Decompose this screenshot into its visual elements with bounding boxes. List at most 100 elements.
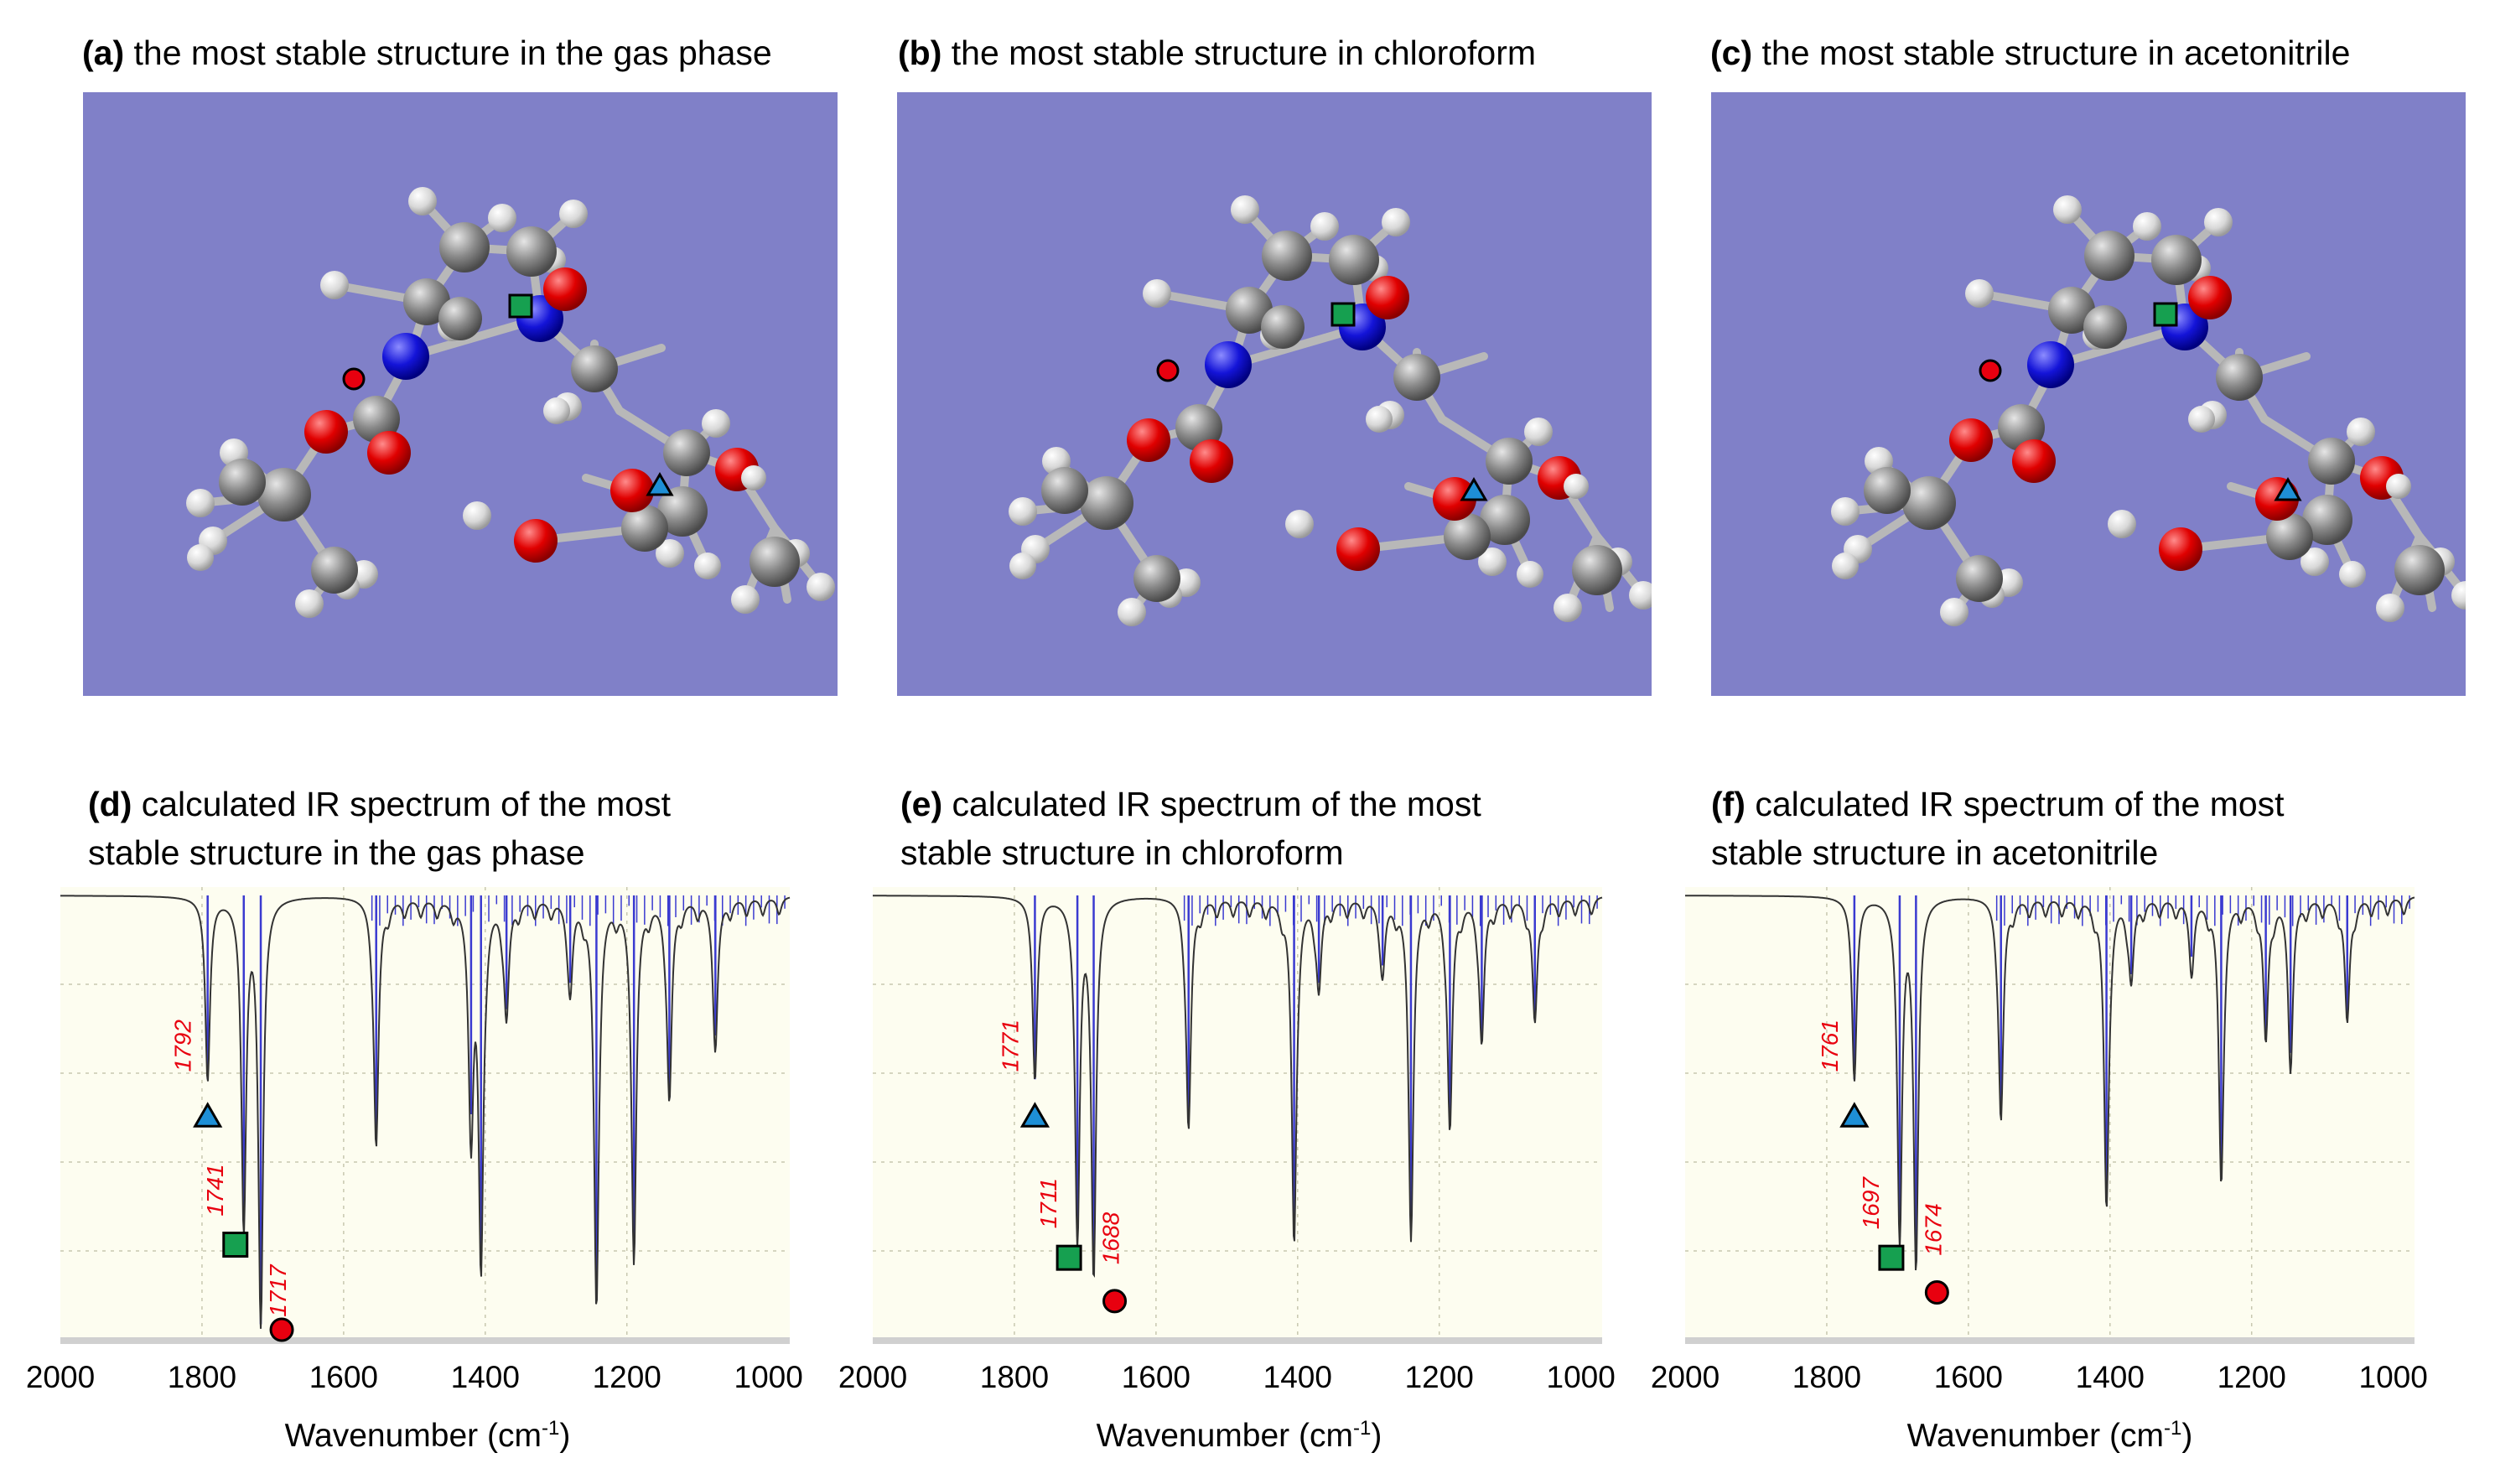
xlabel-e-sup: -1	[1352, 1417, 1372, 1440]
panel-e-caption-2: stable structure in chloroform	[900, 833, 1344, 872]
peak-label: 1771	[997, 1020, 1023, 1071]
peak-label: 1674	[1920, 1203, 1946, 1255]
circle-marker	[1924, 1279, 1949, 1305]
xlabel-d-sup: -1	[541, 1417, 560, 1440]
circle-marker	[342, 367, 366, 391]
square-marker	[2153, 302, 2178, 327]
xtick-label: 1400	[2075, 1360, 2145, 1394]
triangle-marker	[646, 472, 674, 496]
peak-label: 1688	[1098, 1212, 1124, 1264]
square-marker	[508, 293, 533, 319]
xtick-label: 2000	[838, 1360, 908, 1394]
square-marker	[222, 1232, 249, 1258]
panel-e-caption-1: calculated IR spectrum of the most	[942, 785, 1481, 823]
circle-marker	[1156, 359, 1180, 382]
panel-b-letter: (b)	[898, 34, 942, 72]
xlabel-d-end: )	[559, 1418, 571, 1454]
triangle-marker	[1839, 1102, 1870, 1128]
square-marker	[1056, 1244, 1082, 1271]
xlabel-f-end: )	[2181, 1418, 2193, 1454]
spectrum-line	[60, 895, 791, 1329]
triangle-marker	[2274, 477, 2302, 501]
circle-marker	[269, 1317, 294, 1342]
xlabel-d: Wavenumber (cm-1)	[285, 1417, 571, 1455]
triangle-marker	[193, 1102, 223, 1128]
molecule-c-background	[1711, 92, 2466, 696]
panel-b-title: (b) the most stable structure in chlorof…	[898, 29, 1536, 77]
xtick-label: 1400	[1263, 1360, 1332, 1394]
peak-label: 1697	[1858, 1176, 1884, 1230]
panel-c-caption: the most stable structure in acetonitril…	[1752, 34, 2351, 72]
square-marker	[1878, 1244, 1905, 1271]
xtick-label: 1200	[2217, 1360, 2286, 1394]
triangle-marker	[1460, 477, 1488, 501]
xlabel-d-main: Wavenumber (cm	[284, 1418, 542, 1454]
xtick-label: 1200	[1404, 1360, 1474, 1394]
plot-bottom-bar	[1685, 1337, 2415, 1344]
molecule-a-background	[83, 92, 838, 696]
peak-label: 1717	[265, 1263, 291, 1317]
panel-f-caption-1: calculated IR spectrum of the most	[1745, 785, 2285, 823]
xtick-label: 2000	[25, 1360, 96, 1394]
plot-bottom-bar	[873, 1337, 1602, 1344]
ir-plot-d: 1792 1741 1717	[60, 887, 791, 1344]
panel-f-letter: (f)	[1711, 785, 1745, 823]
molecule-panel-c	[1711, 92, 2466, 696]
panel-a-letter: (a)	[82, 34, 125, 72]
xtick-label: 1000	[734, 1360, 803, 1394]
molecule-b-background	[897, 92, 1652, 696]
panel-d-letter: (d)	[88, 785, 132, 823]
xlabel-f-sup: -1	[2163, 1417, 2182, 1440]
panel-f-title: (f) calculated IR spectrum of the most s…	[1711, 780, 2285, 877]
xtick-label: 1800	[979, 1360, 1050, 1394]
ir-plot-f: 1761 1697 1674	[1685, 887, 2415, 1344]
molecule-a-render	[83, 92, 838, 696]
panel-e-letter: (e)	[900, 785, 943, 823]
spectrum-line	[1685, 895, 2415, 1271]
peak-label: 1711	[1035, 1178, 1061, 1228]
circle-marker	[1979, 359, 2002, 382]
panel-c-letter: (c)	[1710, 34, 1753, 72]
plot-bottom-bar	[60, 1337, 790, 1344]
peak-label: 1761	[1817, 1020, 1843, 1071]
xtick-label: 1600	[1933, 1360, 2004, 1394]
xlabel-f: Wavenumber (cm-1)	[1907, 1417, 2193, 1455]
xtick-label: 1800	[167, 1360, 237, 1394]
xtick-label: 1800	[1792, 1360, 1862, 1394]
triangle-marker	[1019, 1102, 1050, 1128]
square-marker	[1330, 302, 1356, 327]
xtick-label: 1000	[2358, 1360, 2428, 1394]
panel-e-title: (e) calculated IR spectrum of the most s…	[900, 780, 1481, 877]
ir-plot-f-svg: 1761 1697 1674	[1685, 887, 2415, 1344]
xticks-f: 2000 1800 1600 1400 1200 1000	[0, 1360, 2495, 1402]
xtick-label: 1600	[1121, 1360, 1191, 1394]
panel-d-caption-1: calculated IR spectrum of the most	[132, 785, 671, 823]
molecule-c-render	[1711, 92, 2466, 696]
panel-c-title: (c) the most stable structure in acetoni…	[1710, 29, 2350, 77]
xticks-e: 2000 1800 1600 1400 1200 1000	[0, 1360, 2495, 1402]
circle-marker	[1102, 1289, 1128, 1314]
ir-plot-e: 1771 1711 1688	[873, 887, 1603, 1344]
xtick-label: 1200	[592, 1360, 661, 1394]
peak-label: 1792	[170, 1020, 196, 1072]
plot-background	[60, 887, 790, 1344]
ir-plot-e-svg: 1771 1711 1688	[873, 887, 1603, 1344]
peak-label: 1741	[202, 1164, 228, 1216]
xtick-label: 1400	[450, 1360, 520, 1394]
molecule-panel-b	[897, 92, 1652, 696]
panel-d-caption-2: stable structure in the gas phase	[88, 833, 585, 872]
panel-d-title: (d) calculated IR spectrum of the most s…	[88, 780, 671, 877]
xlabel-e: Wavenumber (cm-1)	[1097, 1417, 1382, 1455]
xtick-label: 1600	[309, 1360, 379, 1394]
molecule-b-render	[897, 92, 1652, 696]
xtick-label: 1000	[1546, 1360, 1616, 1394]
xlabel-e-end: )	[1371, 1418, 1382, 1454]
ir-plot-d-svg: 1792 1741 1717	[60, 887, 791, 1344]
panel-f-caption-2: stable structure in acetonitrile	[1711, 833, 2159, 872]
panel-a-title: (a) the most stable structure in the gas…	[82, 29, 772, 77]
xticks-d: 2000 1800 1600 1400 1200 1000	[0, 1360, 2495, 1402]
xlabel-e-main: Wavenumber (cm	[1096, 1418, 1353, 1454]
molecule-panel-a	[83, 92, 838, 696]
panel-b-caption: the most stable structure in chloroform	[941, 34, 1537, 72]
xlabel-f-main: Wavenumber (cm	[1906, 1418, 2164, 1454]
